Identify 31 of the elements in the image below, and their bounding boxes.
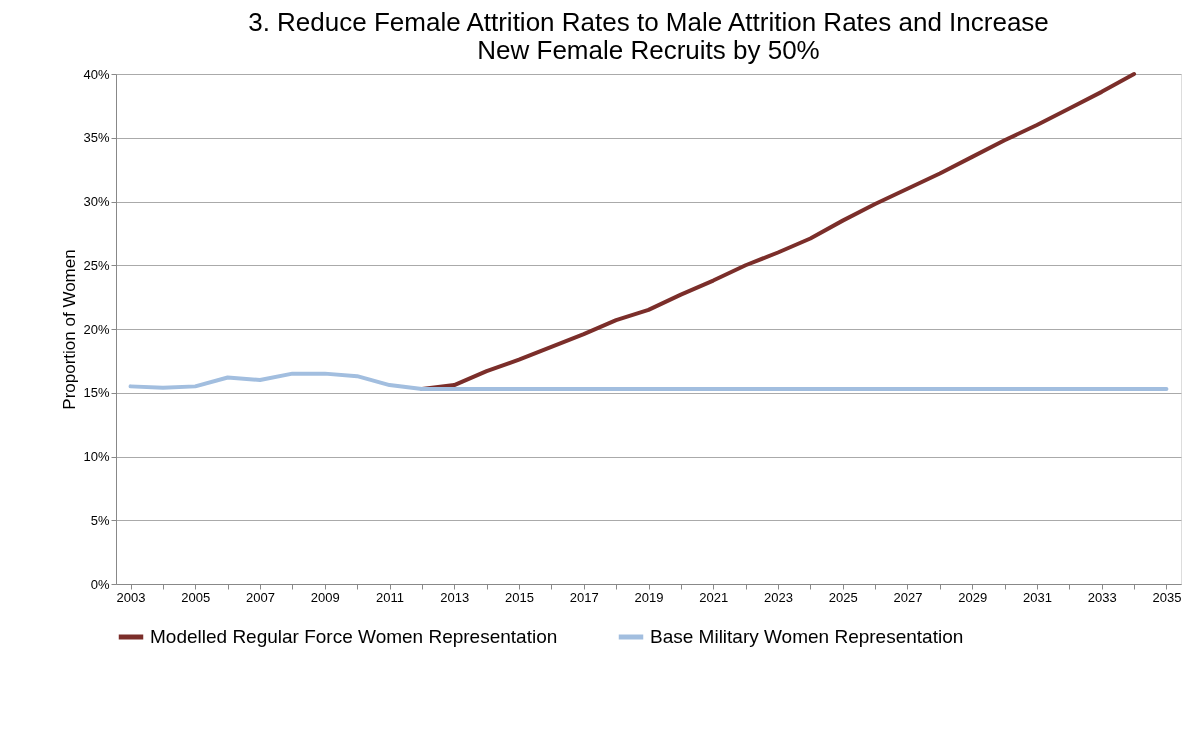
x-tick-label: 2017 bbox=[569, 589, 599, 605]
x-tick-label: 2007 bbox=[246, 589, 276, 605]
x-tick-label: 2021 bbox=[699, 589, 729, 605]
x-tick-label: 2027 bbox=[893, 589, 923, 605]
y-tick-label: 35% bbox=[83, 130, 110, 146]
x-tick-label: 2005 bbox=[181, 589, 211, 605]
x-tick-label: 2015 bbox=[505, 589, 534, 605]
chart-title: 3. Reduce Female Attrition Rates to Male Attrition Rates and Increase New Female Recruits by 50% bbox=[248, 7, 1049, 65]
y-tick-label: 10% bbox=[83, 449, 110, 464]
x-tick-label: 2033 bbox=[1087, 589, 1117, 605]
x-tick-label: 2031 bbox=[1022, 589, 1052, 605]
legend-label: Base Military Women Representation bbox=[650, 626, 964, 647]
x-tick-label: 2013 bbox=[440, 589, 470, 605]
x-tick-label: 2019 bbox=[634, 589, 664, 605]
y-tick-label: 0% bbox=[90, 576, 110, 592]
y-tick-label: 30% bbox=[83, 194, 110, 209]
line-series bbox=[128, 371, 1169, 391]
x-tick-label: 2023 bbox=[764, 589, 793, 605]
x-tick-label: 2029 bbox=[958, 589, 988, 605]
legend-label: Modelled Regular Force Women Representation bbox=[150, 626, 558, 647]
y-axis-title: Proportion of Women bbox=[60, 249, 80, 410]
x-tick-label: 2035 bbox=[1152, 589, 1182, 605]
y-tick-label: 15% bbox=[83, 385, 110, 401]
y-tick-label: 25% bbox=[83, 257, 110, 273]
x-tick-label: 2025 bbox=[828, 589, 858, 605]
y-tick-label: 20% bbox=[83, 321, 110, 337]
y-tick-label: 5% bbox=[90, 512, 110, 528]
x-tick-label: 2009 bbox=[310, 589, 340, 605]
x-tick-label: 2003 bbox=[116, 589, 146, 605]
y-tick-label: 40% bbox=[83, 66, 110, 82]
x-tick-label: 2011 bbox=[376, 589, 405, 605]
